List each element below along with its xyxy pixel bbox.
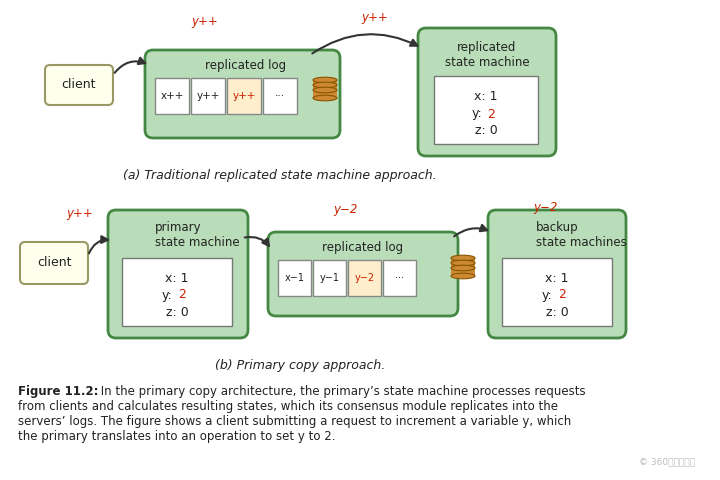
Text: the primary translates into an operation to set y to 2.: the primary translates into an operation… bbox=[18, 430, 336, 443]
Text: z: 0: z: 0 bbox=[474, 124, 498, 137]
Text: y++: y++ bbox=[197, 91, 220, 101]
Text: x: 1: x: 1 bbox=[166, 272, 189, 285]
Bar bbox=[313, 85, 337, 93]
Text: servers’ logs. The figure shows a client submitting a request to increment a var: servers’ logs. The figure shows a client… bbox=[18, 415, 571, 428]
Text: replicated log: replicated log bbox=[205, 60, 286, 72]
Bar bbox=[313, 90, 337, 98]
Bar bbox=[278, 260, 311, 296]
Text: ···: ··· bbox=[395, 273, 404, 283]
Text: x: 1: x: 1 bbox=[545, 272, 569, 285]
Bar bbox=[451, 268, 475, 276]
Text: y:: y: bbox=[542, 288, 553, 301]
Text: y−1: y−1 bbox=[320, 273, 340, 283]
Bar bbox=[122, 258, 232, 326]
Text: replicated: replicated bbox=[457, 41, 517, 55]
Text: primary: primary bbox=[155, 221, 202, 235]
Text: y++: y++ bbox=[233, 91, 256, 101]
Text: (b) Primary copy approach.: (b) Primary copy approach. bbox=[215, 359, 385, 372]
Text: ···: ··· bbox=[275, 91, 285, 101]
Ellipse shape bbox=[313, 87, 337, 93]
Text: 2: 2 bbox=[487, 108, 495, 120]
Bar bbox=[155, 78, 189, 114]
Bar bbox=[502, 258, 612, 326]
Bar bbox=[313, 260, 346, 296]
Text: Figure 11.2:: Figure 11.2: bbox=[18, 385, 99, 398]
Bar bbox=[191, 78, 225, 114]
Text: z: 0: z: 0 bbox=[166, 305, 189, 319]
FancyBboxPatch shape bbox=[268, 232, 458, 316]
Text: x−1: x−1 bbox=[284, 273, 305, 283]
Ellipse shape bbox=[313, 82, 337, 88]
Ellipse shape bbox=[451, 265, 475, 271]
Ellipse shape bbox=[451, 273, 475, 279]
FancyBboxPatch shape bbox=[108, 210, 248, 338]
Ellipse shape bbox=[313, 95, 337, 101]
Text: In the primary copy architecture, the primary’s state machine processes requests: In the primary copy architecture, the pr… bbox=[97, 385, 585, 398]
Text: (a) Traditional replicated state machine approach.: (a) Traditional replicated state machine… bbox=[123, 168, 437, 181]
Bar bbox=[383, 260, 416, 296]
Text: x: 1: x: 1 bbox=[474, 91, 498, 104]
Bar bbox=[451, 258, 475, 266]
Text: 2: 2 bbox=[178, 288, 186, 301]
Text: backup: backup bbox=[536, 221, 579, 235]
Text: client: client bbox=[37, 256, 71, 269]
Text: y++: y++ bbox=[361, 12, 388, 24]
FancyBboxPatch shape bbox=[145, 50, 340, 138]
Text: y−2: y−2 bbox=[333, 204, 357, 216]
Ellipse shape bbox=[451, 255, 475, 261]
FancyBboxPatch shape bbox=[45, 65, 113, 105]
Text: y++: y++ bbox=[192, 15, 218, 28]
Text: state machine: state machine bbox=[155, 236, 240, 249]
Text: x++: x++ bbox=[161, 91, 184, 101]
Text: z: 0: z: 0 bbox=[546, 305, 568, 319]
Bar bbox=[451, 263, 475, 271]
Text: 2: 2 bbox=[558, 288, 566, 301]
Bar bbox=[434, 76, 538, 144]
FancyBboxPatch shape bbox=[20, 242, 88, 284]
Text: replicated log: replicated log bbox=[322, 241, 403, 254]
Text: y−2: y−2 bbox=[354, 273, 374, 283]
Ellipse shape bbox=[451, 260, 475, 266]
Bar bbox=[227, 78, 261, 114]
Text: state machines: state machines bbox=[536, 236, 626, 249]
FancyBboxPatch shape bbox=[488, 210, 626, 338]
Text: © 360基础架构组: © 360基础架构组 bbox=[639, 457, 695, 467]
Bar bbox=[348, 260, 381, 296]
Text: y−2: y−2 bbox=[533, 202, 557, 215]
Ellipse shape bbox=[313, 77, 337, 83]
FancyBboxPatch shape bbox=[418, 28, 556, 156]
Text: y:: y: bbox=[472, 108, 482, 120]
Text: y++: y++ bbox=[67, 206, 94, 219]
Text: client: client bbox=[62, 79, 96, 92]
Text: from clients and calculates resulting states, which its consensus module replica: from clients and calculates resulting st… bbox=[18, 400, 558, 413]
Bar bbox=[313, 80, 337, 88]
Text: y:: y: bbox=[162, 288, 173, 301]
Bar bbox=[263, 78, 297, 114]
Text: state machine: state machine bbox=[445, 56, 529, 69]
